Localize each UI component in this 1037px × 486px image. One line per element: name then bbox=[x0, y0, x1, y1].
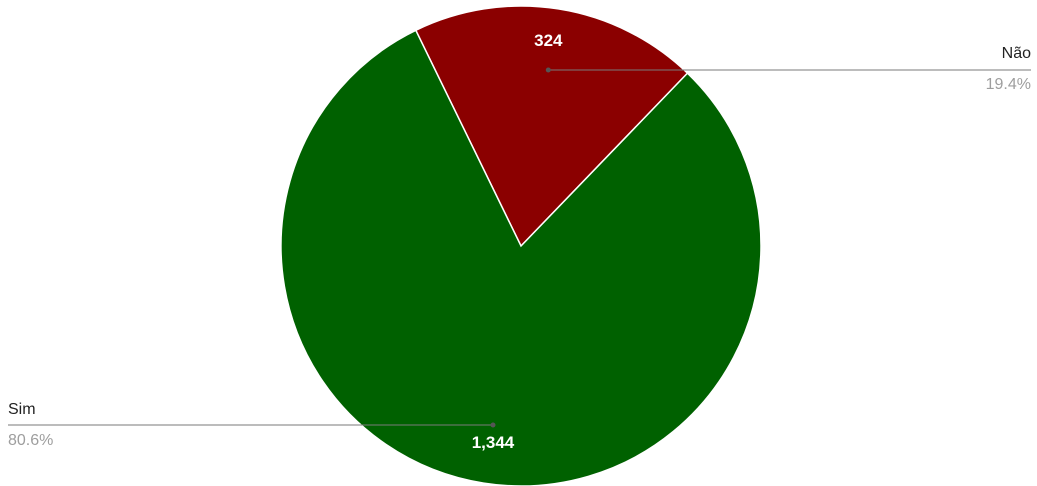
slice-value-label: 1,344 bbox=[472, 433, 515, 452]
pie-slice-sim bbox=[280, 29, 762, 486]
callout-percent-label: 80.6% bbox=[8, 432, 53, 449]
callout-category-label: Sim bbox=[8, 401, 36, 418]
slice-value-label: 324 bbox=[534, 31, 563, 50]
pie-callouts: 324 Não 19.4% 1,344 Sim 80.6% bbox=[8, 31, 1031, 452]
pie-slices bbox=[280, 5, 762, 486]
callout-category-label: Não bbox=[1002, 45, 1031, 62]
callout-percent-label: 19.4% bbox=[986, 76, 1031, 93]
callout-dot bbox=[545, 67, 551, 73]
callout-dot bbox=[490, 422, 496, 428]
pie-slice-nao bbox=[414, 5, 689, 248]
